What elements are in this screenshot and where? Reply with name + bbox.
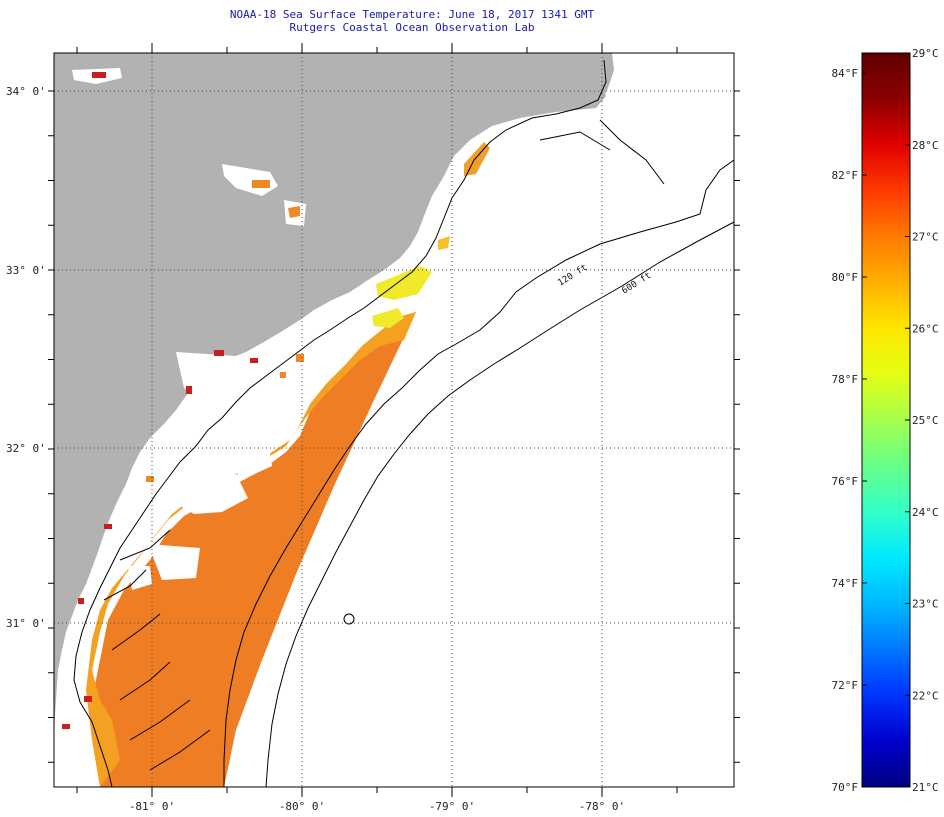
colorbar-f-label: 80°F <box>832 271 859 284</box>
sst-swath-warm <box>92 312 416 787</box>
axis-ticks <box>48 43 740 797</box>
seamount-circle <box>343 613 355 625</box>
colorbar-c-label: 26°C <box>912 322 939 335</box>
sst-orange-patch-3 <box>288 206 300 218</box>
cloud-hole-1 <box>222 434 272 478</box>
lat-label-32: 32° 0' <box>6 442 46 455</box>
colorbar-f-label: 84°F <box>832 67 859 80</box>
colorbar <box>861 52 911 788</box>
map-frame <box>53 52 735 788</box>
lat-label-31: 31° 0' <box>6 617 46 630</box>
cloud-hole-4 <box>148 544 200 580</box>
colorbar-c-label: 29°C <box>912 47 939 60</box>
colorbar-c-label: 21°C <box>912 781 939 794</box>
colorbar-c-label: 28°C <box>912 139 939 152</box>
lon-label-78: -78° 0' <box>579 800 625 813</box>
colorbar-f-label: 72°F <box>832 679 859 692</box>
lon-label-79: -79° 0' <box>429 800 475 813</box>
colorbar-f-label: 76°F <box>832 475 859 488</box>
map-title: NOAA-18 Sea Surface Temperature: June 18… <box>229 8 595 21</box>
colorbar-c-label: 25°C <box>912 414 939 427</box>
graticule <box>54 53 734 787</box>
colorbar-f-label: 74°F <box>832 577 859 590</box>
contour-120ft <box>223 159 734 787</box>
colorbar-f-label: 82°F <box>832 169 859 182</box>
colorbar-f-label: 78°F <box>832 373 859 386</box>
coastline <box>73 59 607 787</box>
orange-speckles <box>146 354 304 482</box>
colorbar-c-label: 27°C <box>912 231 939 244</box>
sst-yellow-patch-3 <box>438 236 450 250</box>
lon-label-81: -81° 0' <box>129 800 175 813</box>
estuary-lines <box>103 119 665 771</box>
sst-orange-patch-4 <box>252 180 270 188</box>
map-subtitle: Rutgers Coastal Ocean Observation Lab <box>289 21 535 34</box>
cloud-hole-2 <box>170 460 248 514</box>
colorbar-c-label: 22°C <box>912 689 939 702</box>
sst-yellow-patch-2 <box>372 308 404 328</box>
contour-600ft <box>265 221 734 787</box>
hot-spots <box>62 72 258 729</box>
colorbar-f-label: 70°F <box>832 781 859 794</box>
lon-label-80: -80° 0' <box>279 800 325 813</box>
lat-label-34: 34° 0' <box>6 85 46 98</box>
cloud-hole-3 <box>128 566 152 590</box>
lat-label-33: 33° 0' <box>6 264 46 277</box>
sst-yellow-patch-1 <box>376 266 432 300</box>
land-mass <box>54 53 606 730</box>
colorbar-gradient <box>861 52 911 788</box>
cloud-patch-4 <box>176 352 250 402</box>
colorbar-c-label: 24°C <box>912 506 939 519</box>
colorbar-c-label: 23°C <box>912 598 939 611</box>
